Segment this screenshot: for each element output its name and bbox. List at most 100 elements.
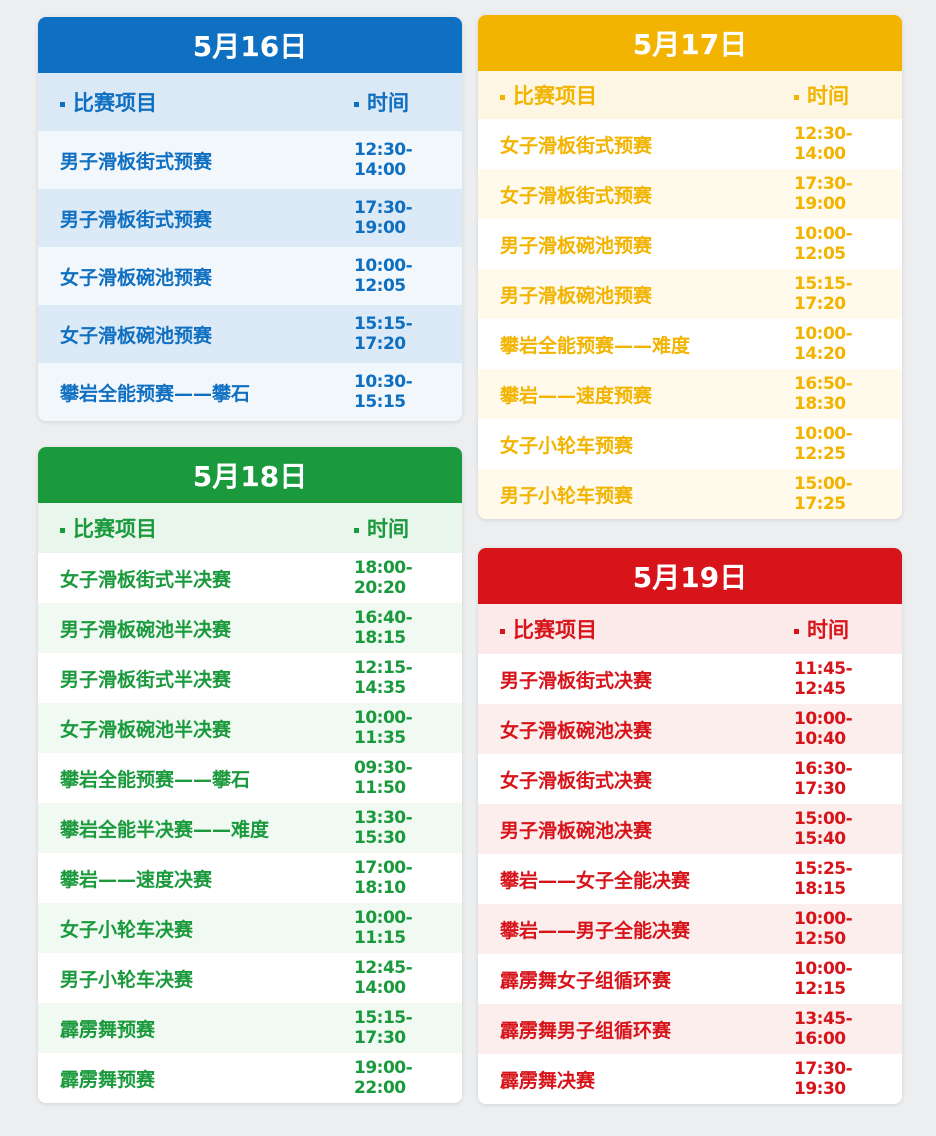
event-name: 男子滑板街式决赛 xyxy=(500,669,653,692)
schedule-row: 女子滑板碗池预赛 15:15-17:20 xyxy=(38,305,462,363)
schedule-row: 霹雳舞决赛 17:30-19:30 xyxy=(478,1054,902,1104)
event-time: 19:00-22:00 xyxy=(354,1058,413,1098)
column-header-event: 比赛项目 xyxy=(500,614,597,644)
event-name: 女子滑板街式半决赛 xyxy=(60,568,232,591)
event-time: 10:30-15:15 xyxy=(354,372,413,412)
event-time: 10:00-11:35 xyxy=(354,708,413,748)
schedule-row: 攀岩——速度决赛 17:00-18:10 xyxy=(38,853,462,903)
event-name: 男子滑板碗池预赛 xyxy=(500,234,653,257)
event-name: 女子滑板街式决赛 xyxy=(500,769,653,792)
column-header-label: 比赛项目 xyxy=(73,517,157,541)
event-time: 15:15-17:30 xyxy=(354,1008,413,1048)
column-header-event: 比赛项目 xyxy=(500,80,597,110)
event-name: 女子滑板碗池预赛 xyxy=(60,266,213,289)
bullet-icon xyxy=(500,628,505,634)
schedule-row: 女子滑板碗池决赛 10:00-10:40 xyxy=(478,704,902,754)
bullet-icon xyxy=(354,101,359,107)
column-header-label: 比赛项目 xyxy=(513,84,597,108)
card-date-title: 5月17日 xyxy=(478,15,902,71)
card-date-title: 5月18日 xyxy=(38,447,462,503)
event-name: 男子小轮车预赛 xyxy=(500,484,634,507)
event-name: 女子滑板碗池决赛 xyxy=(500,719,653,742)
schedule-card-may-18: 5月18日比赛项目 时间女子滑板街式半决赛 18:00-20:20 男子滑板碗池半决赛… xyxy=(38,447,462,1103)
event-name: 女子滑板街式预赛 xyxy=(500,184,653,207)
event-name: 男子滑板碗池决赛 xyxy=(500,819,653,842)
event-time: 17:30-19:00 xyxy=(794,174,853,214)
schedule-row: 男子滑板街式预赛 17:30-19:00 xyxy=(38,189,462,247)
schedule-row: 攀岩全能预赛——攀石 10:30-15:15 xyxy=(38,363,462,421)
event-name: 攀岩——男子全能决赛 xyxy=(500,919,691,942)
event-time: 15:00-15:40 xyxy=(794,809,853,849)
event-name: 攀岩全能半决赛——难度 xyxy=(60,818,270,841)
event-time: 15:15-17:20 xyxy=(794,274,853,314)
event-name: 女子小轮车预赛 xyxy=(500,434,634,457)
event-time: 12:30-14:00 xyxy=(794,124,853,164)
event-time: 11:45-12:45 xyxy=(794,659,853,699)
column-header-event: 比赛项目 xyxy=(60,87,157,117)
schedule-row: 男子滑板街式半决赛 12:15-14:35 xyxy=(38,653,462,703)
event-name: 女子滑板街式预赛 xyxy=(500,134,653,157)
event-time: 16:40-18:15 xyxy=(354,608,413,648)
schedule-row: 霹雳舞女子组循环赛 10:00-12:15 xyxy=(478,954,902,1004)
column-header-label: 时间 xyxy=(367,91,409,115)
event-time: 10:00-12:50 xyxy=(794,909,853,949)
schedule-row: 攀岩全能半决赛——难度 13:30-15:30 xyxy=(38,803,462,853)
schedule-row: 女子滑板街式半决赛 18:00-20:20 xyxy=(38,553,462,603)
event-name: 女子小轮车决赛 xyxy=(60,918,194,941)
bullet-icon xyxy=(354,527,359,533)
column-header-label: 时间 xyxy=(367,517,409,541)
column-header-time: 时间 xyxy=(354,513,409,543)
event-name: 攀岩全能预赛——难度 xyxy=(500,334,691,357)
event-time: 17:30-19:30 xyxy=(794,1059,853,1099)
event-name: 男子滑板碗池半决赛 xyxy=(60,618,232,641)
schedule-row: 男子滑板街式决赛 11:45-12:45 xyxy=(478,654,902,704)
column-header-label: 比赛项目 xyxy=(513,618,597,642)
event-name: 攀岩全能预赛——攀石 xyxy=(60,382,251,405)
event-name: 霹雳舞男子组循环赛 xyxy=(500,1019,672,1042)
column-header-time: 时间 xyxy=(794,80,849,110)
event-time: 16:30-17:30 xyxy=(794,759,853,799)
column-header-row: 比赛项目 时间 xyxy=(478,604,902,654)
schedule-row: 攀岩全能预赛——难度 10:00-14:20 xyxy=(478,319,902,369)
bullet-icon xyxy=(60,101,65,107)
event-time: 12:45-14:00 xyxy=(354,958,413,998)
event-name: 女子滑板碗池预赛 xyxy=(60,324,213,347)
event-name: 霹雳舞预赛 xyxy=(60,1018,156,1041)
schedule-row: 攀岩全能预赛——攀石 09:30-11:50 xyxy=(38,753,462,803)
event-time: 10:00-14:20 xyxy=(794,324,853,364)
schedule-card-may-19: 5月19日 比赛项目 时间 男子滑板街式决赛 11:45-12:45 女子滑板碗池决赛 10… xyxy=(478,548,902,1104)
schedule-card-may-16: 5月16日 比赛项目 时间 男子滑板街式预赛 12:30-14:00 男子滑板街式预赛 17… xyxy=(38,17,462,421)
event-time: 18:00-20:20 xyxy=(354,558,413,598)
event-time: 10:00-12:25 xyxy=(794,424,853,464)
event-time: 10:00-12:05 xyxy=(794,224,853,264)
column-header-row: 比赛项目 时间 xyxy=(38,503,462,553)
bullet-icon xyxy=(794,628,799,634)
column-header-time: 时间 xyxy=(794,614,849,644)
schedule-row: 攀岩——男子全能决赛 10:00-12:50 xyxy=(478,904,902,954)
schedule-row: 男子小轮车预赛 15:00-17:25 xyxy=(478,469,902,519)
event-time: 13:45-16:00 xyxy=(794,1009,853,1049)
column-header-event: 比赛项目 xyxy=(60,513,157,543)
schedule-row: 攀岩——女子全能决赛 15:25-18:15 xyxy=(478,854,902,904)
event-name: 男子滑板街式预赛 xyxy=(60,150,213,173)
schedule-row: 女子滑板街式预赛 17:30-19:00 xyxy=(478,169,902,219)
schedule-row: 男子滑板碗池预赛 10:00-12:05 xyxy=(478,219,902,269)
event-time: 10:00-12:05 xyxy=(354,256,413,296)
column-header-time: 时间 xyxy=(354,87,409,117)
event-name: 攀岩全能预赛——攀石 xyxy=(60,768,251,791)
event-time: 10:00-10:40 xyxy=(794,709,853,749)
event-name: 女子滑板碗池半决赛 xyxy=(60,718,232,741)
event-time: 15:00-17:25 xyxy=(794,474,853,514)
event-name: 霹雳舞预赛 xyxy=(60,1068,156,1091)
column-header-row: 比赛项目 时间 xyxy=(38,73,462,131)
event-time: 10:00-12:15 xyxy=(794,959,853,999)
schedule-card-may-17: 5月17日比赛项目 时间女子滑板街式预赛 12:30-14:00 女子滑板街式预赛 17… xyxy=(478,15,902,519)
schedule-row: 女子滑板街式预赛 12:30-14:00 xyxy=(478,119,902,169)
schedule-row: 女子滑板碗池半决赛 10:00-11:35 xyxy=(38,703,462,753)
event-name: 霹雳舞女子组循环赛 xyxy=(500,969,672,992)
event-time: 09:30-11:50 xyxy=(354,758,413,798)
event-time: 15:25-18:15 xyxy=(794,859,853,899)
event-time: 12:15-14:35 xyxy=(354,658,413,698)
schedule-row: 女子小轮车预赛 10:00-12:25 xyxy=(478,419,902,469)
bullet-icon xyxy=(500,94,505,100)
